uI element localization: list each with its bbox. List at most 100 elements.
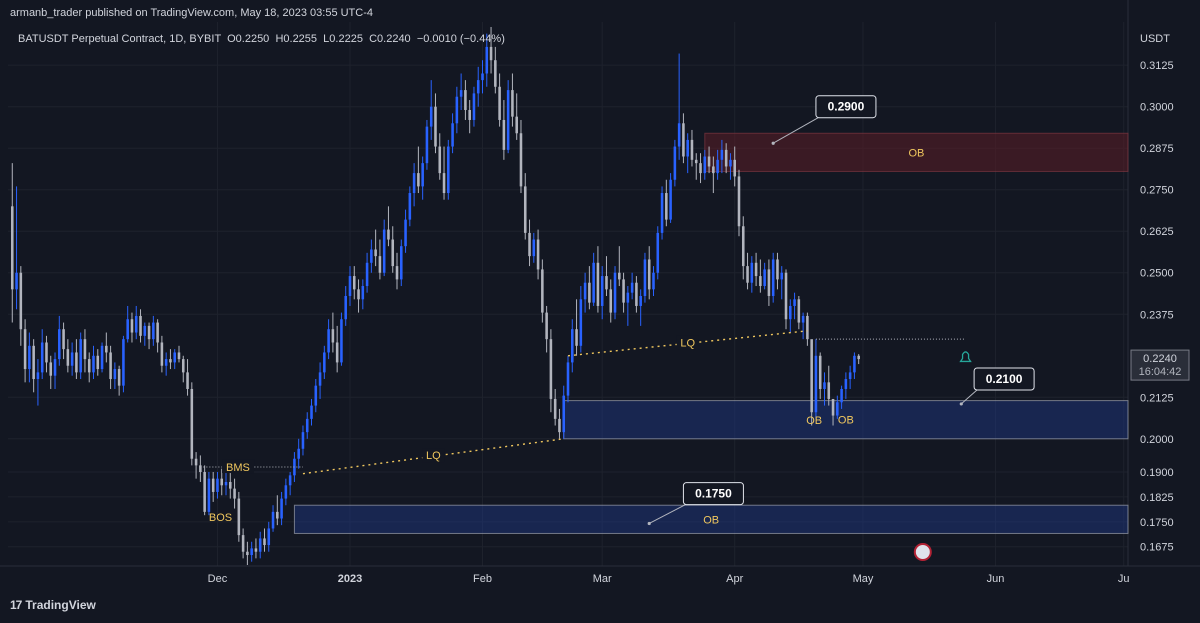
candle-body xyxy=(468,110,471,120)
candle-body xyxy=(519,133,523,187)
candle-body xyxy=(600,276,604,306)
candle-body xyxy=(66,349,70,366)
price-callout-anchor xyxy=(771,141,775,145)
candle-body xyxy=(562,395,566,433)
candle-body xyxy=(357,289,360,300)
candle-body xyxy=(622,279,625,303)
time-tick-label: Jun xyxy=(987,573,1005,585)
candle-body xyxy=(344,295,347,320)
candle-body xyxy=(686,139,689,157)
candle-body xyxy=(660,193,664,233)
price-callout-pointer xyxy=(648,503,688,524)
price-tick-label: 0.3125 xyxy=(1140,60,1174,72)
symbol-name[interactable]: BATUSDT Perpetual Contract, 1D, BYBIT xyxy=(18,33,221,45)
candle-body xyxy=(801,315,805,323)
candle-body xyxy=(523,186,527,233)
candle-body xyxy=(553,398,557,419)
change-value: −0.0010 (−0.44%) xyxy=(416,33,505,45)
candle-body xyxy=(395,266,399,280)
symbol-legend: BATUSDT Perpetual Contract, 1D, BYBIT O 0… xyxy=(18,33,505,45)
candle-body xyxy=(387,229,390,240)
candle-body xyxy=(635,282,638,306)
candle-body xyxy=(10,206,14,290)
candle-body xyxy=(79,339,82,373)
price-tick-label: 0.1750 xyxy=(1140,517,1174,529)
candle-body xyxy=(575,329,578,346)
candle-body xyxy=(733,159,736,177)
candle-body xyxy=(848,372,852,380)
candle-body xyxy=(464,90,467,111)
candle-body xyxy=(370,249,373,263)
candle-body xyxy=(288,475,292,486)
ob-zone-label: OB xyxy=(703,514,719,526)
candle-body xyxy=(776,259,779,280)
publisher-line: armanb_trader published on TradingView.c… xyxy=(10,7,374,19)
candle-body xyxy=(827,382,831,399)
ob-zone xyxy=(563,400,1129,440)
price-tick-label: 0.2375 xyxy=(1140,309,1174,321)
candle-body xyxy=(592,262,595,303)
candle-body xyxy=(36,372,40,380)
time-tick-label: Feb xyxy=(473,573,492,585)
candle-body xyxy=(28,345,31,370)
candle-body xyxy=(318,372,322,386)
candle-body xyxy=(96,355,100,370)
candle-body xyxy=(263,538,266,546)
candle-body xyxy=(310,405,313,419)
drawing-overlays: LQ LQ BMS BOS OB 0.2900 0.2100 0.1750 xyxy=(200,95,1035,561)
candle-body xyxy=(652,272,655,290)
tradingview-brand[interactable]: 17 TradingView xyxy=(10,598,96,612)
candle-body xyxy=(767,269,771,296)
candle-body xyxy=(498,86,501,120)
bms-label-bg xyxy=(222,459,255,474)
candle-body xyxy=(665,193,668,220)
ob-low-label: OB xyxy=(806,415,822,427)
candle-body xyxy=(378,256,382,273)
candle-body xyxy=(327,329,330,353)
price-axis[interactable]: 0.3125 0.3000 0.2875 0.2750 0.2625 0.2500 0.23… xyxy=(1130,60,1190,554)
bms-label: BMS xyxy=(226,462,250,474)
time-tick-label: Dec xyxy=(208,573,228,585)
candle-body xyxy=(429,106,433,127)
candle-body xyxy=(374,249,377,257)
open-label: O xyxy=(227,33,236,45)
candle-body xyxy=(32,345,35,380)
price-callout-label: 0.2100 xyxy=(986,372,1023,386)
candle-body xyxy=(139,315,142,336)
candle-body xyxy=(707,156,711,167)
candle-body xyxy=(818,355,822,389)
candle-body xyxy=(49,362,53,376)
candle-body xyxy=(130,319,134,333)
candle-body xyxy=(250,548,253,556)
candle-body xyxy=(797,299,801,323)
candle-body xyxy=(15,272,18,290)
time-axis[interactable]: Dec 2023 Feb Mar Apr May Jun Ju xyxy=(208,573,1130,585)
candle-body xyxy=(404,219,407,247)
candle-body xyxy=(211,478,215,492)
time-tick-label: Ju xyxy=(1118,573,1130,585)
candle-body xyxy=(421,163,424,187)
candle-body xyxy=(677,123,681,147)
candle-body xyxy=(656,232,660,273)
candle-body xyxy=(588,282,591,303)
price-tick-label: 0.3000 xyxy=(1140,102,1174,114)
candle-body xyxy=(181,359,185,373)
candle-body xyxy=(207,478,211,512)
candle-body xyxy=(532,239,536,257)
candle-body xyxy=(455,96,459,124)
candle-body xyxy=(297,448,300,459)
low-value: 0.2225 xyxy=(329,33,363,45)
price-callout-label: 0.1750 xyxy=(695,487,732,501)
candle-body xyxy=(669,179,672,220)
candle-body xyxy=(720,149,724,160)
low-label: L xyxy=(323,33,330,45)
candle-body xyxy=(438,146,442,174)
lq-label: LQ xyxy=(426,450,441,462)
candle-body xyxy=(173,352,176,363)
candle-body xyxy=(806,315,809,340)
candle-body xyxy=(609,289,613,313)
ob-zone-label: OB xyxy=(908,147,924,159)
candlestick-series xyxy=(10,26,860,566)
price-tick-label: 0.1900 xyxy=(1140,467,1174,479)
